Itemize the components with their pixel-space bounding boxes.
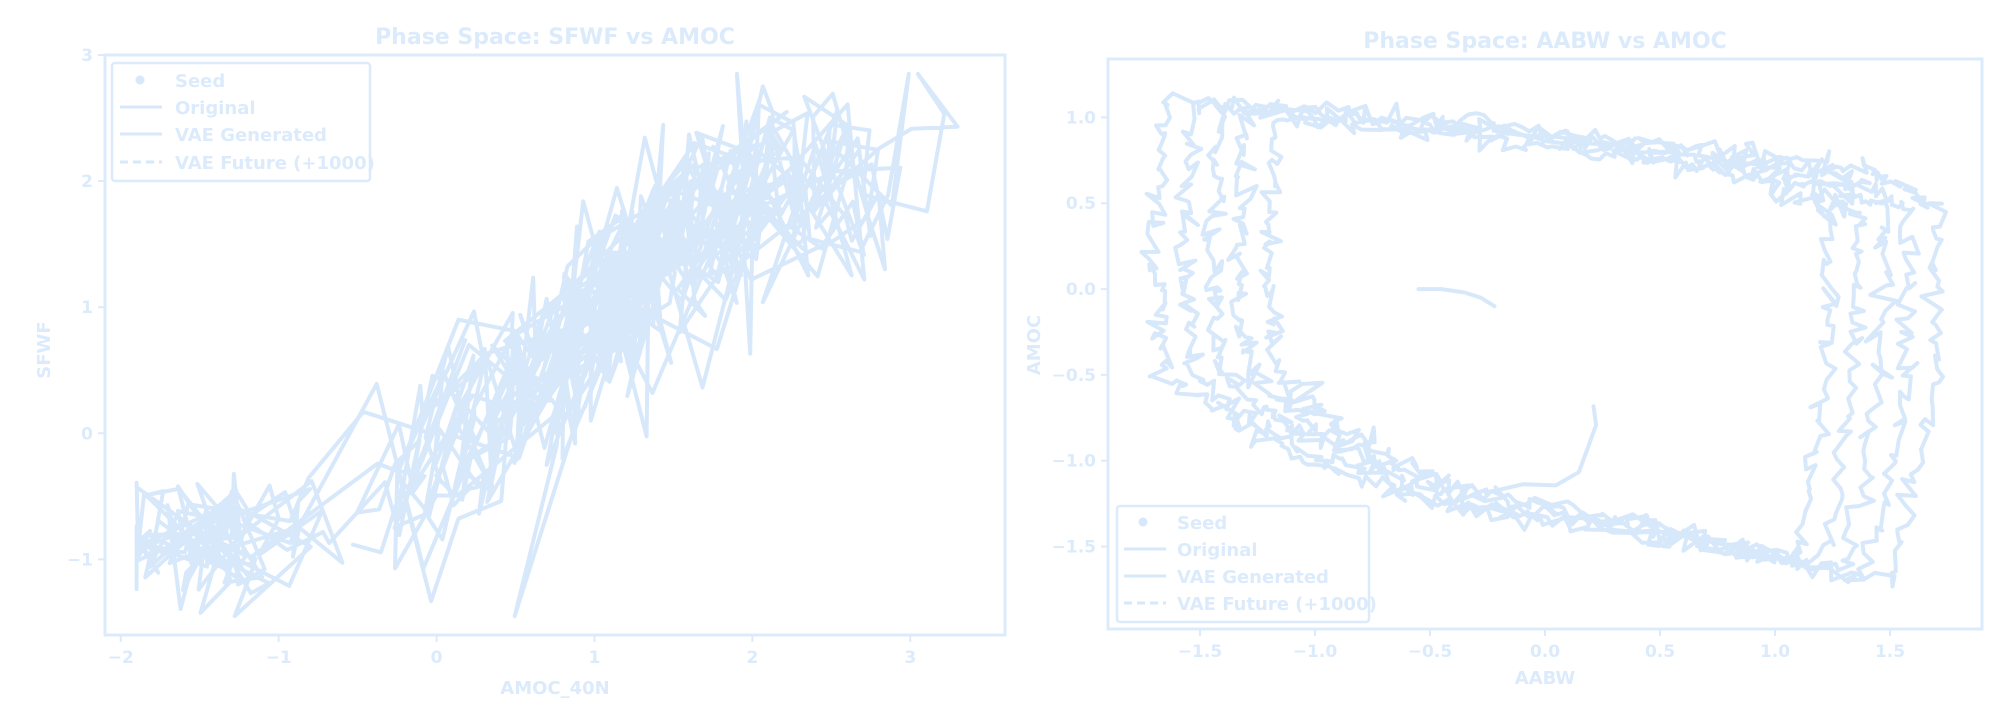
series-original: [134, 71, 960, 619]
y-axis-ticks: −1 0 1 2 3: [67, 46, 105, 570]
legend-box: [1115, 504, 1371, 624]
y-tick-label: 2: [81, 172, 93, 192]
legend-marker-seed: [1138, 517, 1148, 527]
x-tick-label: −0.5: [1408, 642, 1452, 662]
axes-frame: [103, 53, 1007, 637]
legend-label-vae-generated: VAE Generated: [175, 125, 327, 146]
x-tick-label: 3: [904, 648, 916, 668]
x-tick-label: −2: [108, 648, 134, 668]
y-tick-label: 0: [81, 424, 93, 444]
chart-sfwf-vs-amoc: Phase Space: SFWF vs AMOC −2 −1 0 1 2 3 −1 0 1 2…: [34, 25, 1007, 699]
legend: Seed Original VAE Generated VAE Future (…: [110, 61, 375, 183]
y-tick-label: −0.5: [1052, 366, 1096, 386]
x-tick-label: 0.5: [1645, 642, 1675, 662]
series-vae-generated: [1416, 287, 1497, 309]
legend-label-vae-future: VAE Future (+1000): [1177, 594, 1377, 615]
y-tick-label: 3: [81, 46, 93, 66]
y-axis-label: SFWF: [34, 321, 55, 378]
legend-label-seed: Seed: [175, 71, 225, 92]
legend-label-seed: Seed: [1177, 513, 1227, 534]
y-axis-label: AMOC: [1024, 315, 1045, 375]
series-original-loop: [1258, 115, 1841, 568]
legend-marker-seed: [135, 75, 145, 85]
x-tick-label: −1.5: [1178, 642, 1222, 662]
x-axis-ticks: −1.5 −1.0 −0.5 0.0 0.5 1.0 1.5: [1178, 629, 1905, 662]
x-tick-label: −1: [266, 648, 292, 668]
x-axis-label: AMOC_40N: [500, 678, 609, 699]
plot-area: [1139, 91, 1948, 589]
chart-aabw-vs-amoc: Phase Space: AABW vs AMOC −1.5 −1.0 −0.5 0.…: [1024, 29, 1984, 689]
y-axis-ticks: −1.5 −1.0 −0.5 0.0 0.5 1.0: [1052, 108, 1108, 558]
legend-label-original: Original: [175, 98, 256, 119]
y-tick-label: −1.0: [1052, 452, 1097, 472]
y-tick-label: −1: [67, 550, 93, 570]
series-original-segment: [1483, 404, 1599, 495]
x-tick-label: −1.0: [1293, 642, 1338, 662]
legend-label-vae-future: VAE Future (+1000): [175, 153, 375, 174]
x-axis-ticks: −2 −1 0 1 2 3: [108, 635, 916, 668]
y-tick-label: 0.5: [1066, 194, 1096, 214]
y-tick-label: 1.0: [1066, 108, 1096, 128]
x-tick-label: 2: [746, 648, 758, 668]
legend-box: [110, 61, 372, 183]
x-tick-label: 1: [589, 648, 601, 668]
x-axis-label: AABW: [1515, 668, 1576, 689]
series-original-loop: [1173, 95, 1921, 583]
series-original-loop: [1226, 107, 1868, 568]
chart-title: Phase Space: SFWF vs AMOC: [375, 25, 735, 50]
legend: Seed Original VAE Generated VAE Future (…: [1115, 504, 1377, 624]
y-tick-label: −1.5: [1052, 538, 1096, 558]
x-tick-label: 1.0: [1760, 642, 1790, 662]
legend-label-original: Original: [1177, 540, 1258, 561]
series-original-loop: [1200, 98, 1899, 573]
x-tick-label: 1.5: [1875, 642, 1905, 662]
y-tick-label: 1: [81, 298, 93, 318]
plot-area: [134, 71, 960, 619]
y-tick-label: 0.0: [1066, 280, 1096, 300]
x-tick-label: 0: [431, 648, 443, 668]
chart-title: Phase Space: AABW vs AMOC: [1363, 29, 1727, 54]
x-tick-label: 0.0: [1530, 642, 1560, 662]
legend-label-vae-generated: VAE Generated: [1177, 567, 1329, 588]
